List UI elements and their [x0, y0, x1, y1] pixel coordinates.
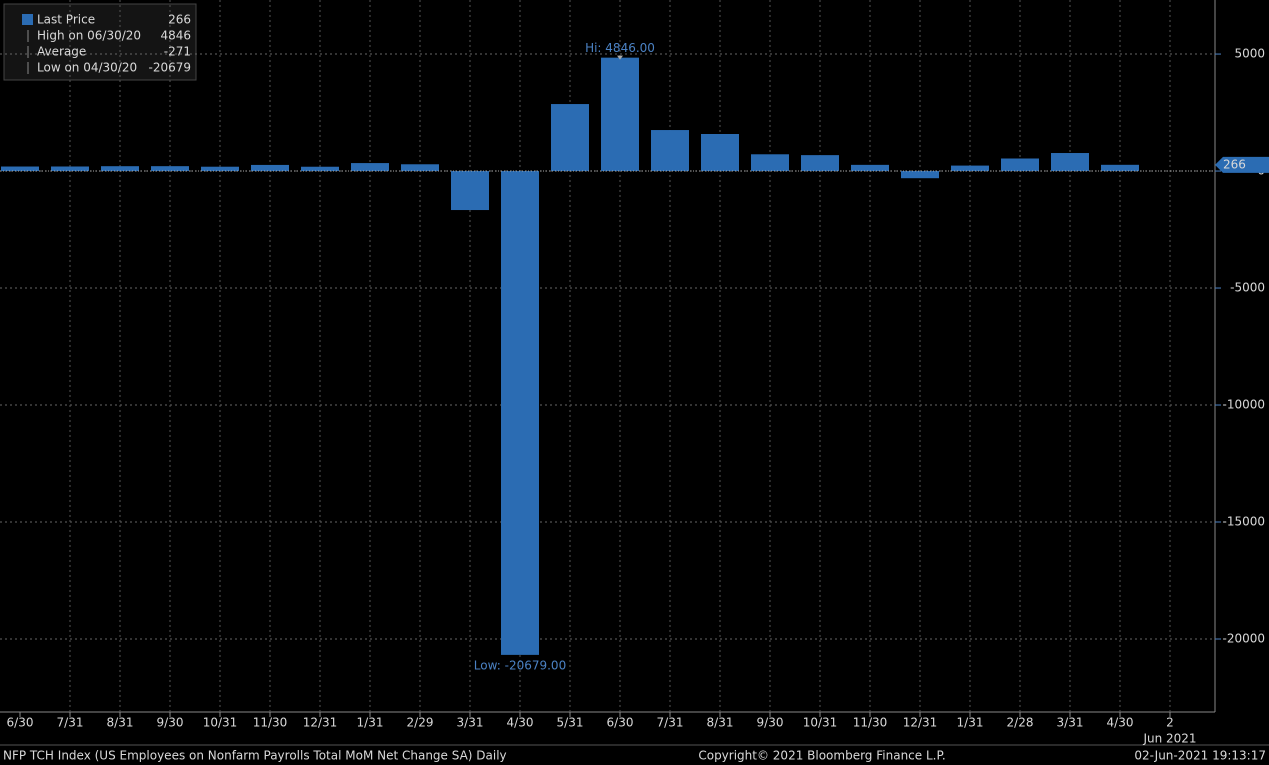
x-tick-label: 11/30 — [253, 716, 288, 730]
x-tick-label: 7/31 — [657, 716, 684, 730]
y-tick-label: 5000 — [1234, 47, 1265, 61]
x-tick-label: 2/28 — [1007, 716, 1034, 730]
footer-right: 02-Jun-2021 19:13:17 — [1134, 749, 1266, 763]
bar — [601, 57, 639, 172]
y-tick-label: -5000 — [1230, 281, 1265, 295]
bar — [951, 165, 989, 172]
bar — [751, 154, 789, 172]
x-tick-label: 4/30 — [507, 716, 534, 730]
bar — [701, 134, 739, 172]
annotation-marker — [617, 55, 623, 60]
x-tick-label: 12/31 — [903, 716, 938, 730]
x-tick-label: 4/30 — [1107, 716, 1134, 730]
x-tick-label: 12/31 — [303, 716, 338, 730]
x-tick-label: 9/30 — [757, 716, 784, 730]
bar — [1051, 153, 1089, 172]
legend-label: Average — [37, 45, 86, 59]
x-tick-label: 7/31 — [57, 716, 84, 730]
annotation-high: Hi: 4846.00 — [585, 41, 655, 55]
x-tick-label: 10/31 — [203, 716, 238, 730]
legend-value: -271 — [164, 45, 191, 59]
bar — [351, 163, 389, 172]
legend-box — [3, 3, 197, 81]
bar — [551, 104, 589, 172]
bar — [151, 166, 189, 172]
x-tick-label: 3/31 — [457, 716, 484, 730]
y-tick-label: -15000 — [1222, 515, 1265, 529]
bar — [251, 164, 289, 172]
x-tick-label: 11/30 — [853, 716, 888, 730]
x-sublabel: Jun 2021 — [1142, 732, 1196, 746]
x-tick-label: 8/31 — [707, 716, 734, 730]
annotation-low: Low: -20679.00 — [474, 658, 566, 672]
bar — [851, 164, 889, 172]
bar — [801, 155, 839, 172]
legend-value: -20679 — [148, 61, 191, 75]
bar — [301, 166, 339, 172]
bar — [401, 164, 439, 172]
x-tick-label: 1/31 — [957, 716, 984, 730]
x-tick-label: 6/30 — [607, 716, 634, 730]
legend-label: High on 06/30/20 — [37, 29, 141, 43]
x-tick-label: 8/31 — [107, 716, 134, 730]
legend-swatch — [22, 14, 33, 25]
bar — [651, 130, 689, 172]
x-tick-label: 2/29 — [407, 716, 434, 730]
bar — [451, 171, 489, 211]
y-tick-label: -10000 — [1222, 398, 1265, 412]
bar — [201, 166, 239, 172]
footer-center: Copyright© 2021 Bloomberg Finance L.P. — [698, 749, 945, 763]
bar — [1101, 164, 1139, 172]
legend-label: Low on 04/30/20 — [37, 61, 137, 75]
x-tick-label: 5/31 — [557, 716, 584, 730]
last-price-label: 266 — [1223, 157, 1246, 171]
x-tick-label: 9/30 — [157, 716, 184, 730]
bar — [901, 171, 939, 179]
bar — [501, 171, 539, 655]
bar — [1001, 158, 1039, 172]
legend-value: 266 — [168, 13, 191, 27]
bar — [51, 166, 89, 172]
x-tick-label: 6/30 — [7, 716, 34, 730]
bar — [101, 166, 139, 172]
bar — [1, 166, 39, 172]
legend-label: Last Price — [37, 13, 95, 27]
footer-left: NFP TCH Index (US Employees on Nonfarm P… — [3, 749, 507, 763]
x-tick-label: 3/31 — [1057, 716, 1084, 730]
legend-value: 4846 — [160, 29, 191, 43]
y-tick-label: -20000 — [1222, 631, 1265, 645]
x-tick-label: 1/31 — [357, 716, 384, 730]
x-tick-label: 2 — [1166, 716, 1174, 730]
x-tick-label: 10/31 — [803, 716, 838, 730]
last-price-tag — [1215, 156, 1269, 173]
